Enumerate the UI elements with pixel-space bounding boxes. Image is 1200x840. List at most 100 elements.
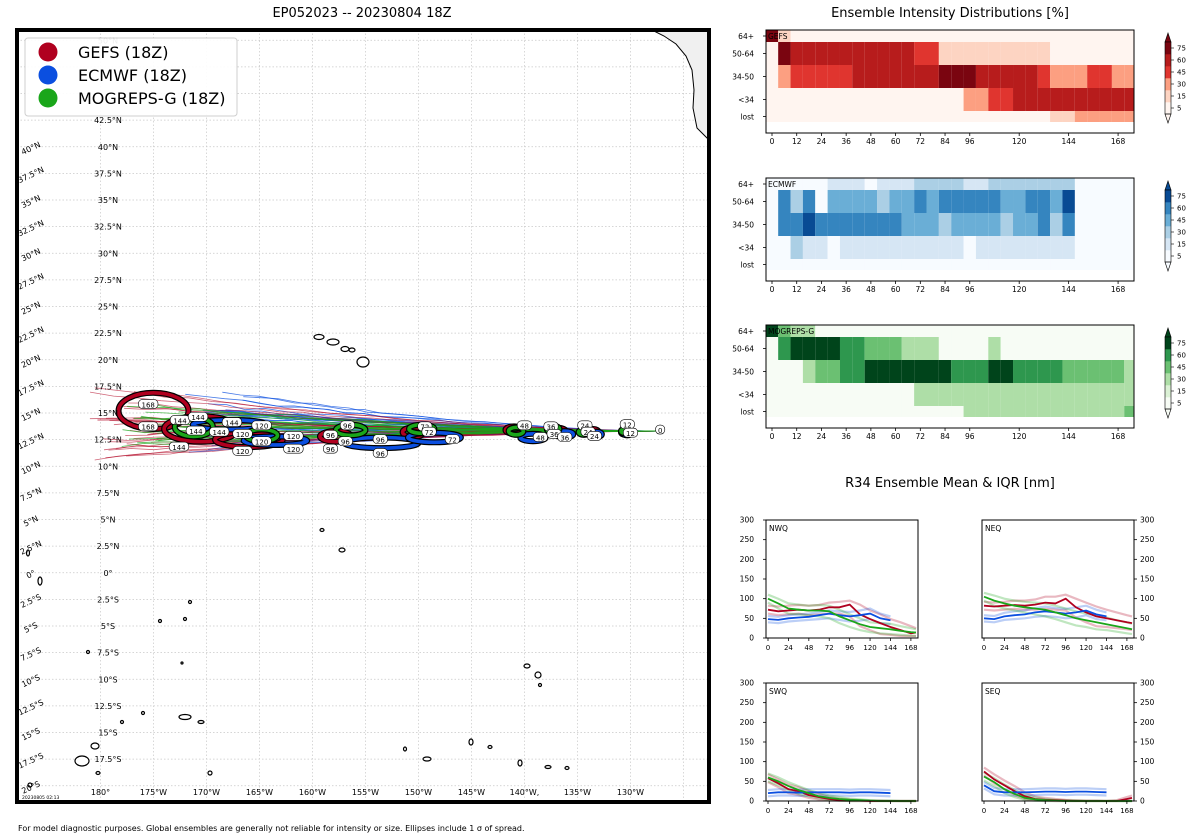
heat-cell	[877, 88, 890, 111]
heat-cell	[1099, 42, 1112, 65]
heat-cell	[1025, 178, 1038, 190]
heat-cell	[975, 42, 989, 65]
lead-label-box	[586, 431, 602, 441]
heat-cell	[827, 360, 840, 383]
island	[90, 742, 100, 750]
heat-cell	[901, 406, 915, 417]
heat-cell	[889, 383, 902, 406]
heat-cell	[889, 88, 902, 111]
heat-cell	[802, 190, 816, 213]
island	[544, 764, 552, 770]
heat-cell	[815, 406, 828, 417]
heat-cell	[951, 190, 964, 213]
r34-y-label: 250	[740, 535, 755, 544]
r34-y-label: 200	[740, 718, 755, 727]
heat-cell	[963, 360, 976, 383]
lead-label: 144	[191, 414, 205, 422]
colorbar-label: 45	[1177, 69, 1186, 77]
heat-cell	[1013, 88, 1026, 111]
heat-cell	[1025, 383, 1038, 406]
heat-cell	[926, 190, 939, 213]
heat-cell	[1037, 178, 1051, 190]
r34-x-label: 24	[1000, 644, 1009, 652]
heat-x-label: 72	[916, 285, 926, 294]
heat-x-label: 60	[891, 137, 901, 146]
heat-row-label: <34	[738, 244, 754, 253]
r34-y-label: 200	[1140, 555, 1155, 564]
lead-label: 36	[547, 424, 556, 432]
colorbar-segment	[1165, 214, 1171, 227]
lat-label-inner: 22.5°N	[94, 329, 122, 338]
heat-cell	[926, 325, 939, 337]
heat-cell	[802, 65, 816, 88]
heat-cell	[852, 178, 865, 190]
heat-cell	[889, 30, 902, 42]
lat-label-inner: 32.5°N	[94, 223, 122, 232]
heat-cell	[1050, 360, 1063, 383]
lead-label: 120	[236, 431, 249, 439]
heat-cell	[827, 111, 840, 122]
heat-cell	[1124, 360, 1134, 383]
heat-cell	[1111, 42, 1125, 65]
heatmap-frame	[765, 29, 1135, 134]
heat-x-label: 72	[916, 137, 926, 146]
heat-cell	[877, 259, 890, 270]
heat-cell	[938, 236, 952, 259]
heat-cell	[889, 259, 902, 270]
heat-cell	[1087, 325, 1100, 337]
lat-label-inner: 5°N	[100, 516, 115, 525]
island	[319, 527, 325, 533]
lead-label: 48	[536, 434, 545, 442]
heat-cell	[926, 236, 939, 259]
heat-cell	[790, 88, 803, 111]
heat-cell	[766, 325, 779, 337]
heatmap-panel-name: GEFS	[768, 32, 788, 41]
heat-cell	[1099, 65, 1112, 88]
r34-panel-SWQ: SWQ 0 50 100 150 200 250 300 0 24 48 72 96 120 144 168	[740, 679, 919, 815]
heat-cell	[766, 213, 779, 236]
island	[422, 756, 432, 762]
island	[348, 347, 356, 353]
heat-cell	[839, 65, 853, 88]
heat-cell	[802, 383, 816, 406]
heat-cell	[877, 337, 890, 360]
island	[340, 345, 350, 353]
r34-iqr-high-GEFS	[983, 593, 1133, 618]
heat-cell	[864, 213, 878, 236]
r34-x-label: 144	[1100, 644, 1114, 652]
colorbar-segment	[1165, 337, 1171, 350]
heat-cell	[901, 88, 915, 111]
heat-cell	[988, 213, 1001, 236]
island	[356, 356, 370, 368]
north-america-coast	[651, 30, 709, 141]
heat-cell	[839, 42, 853, 65]
r34-iqr-low-ECMWF	[983, 787, 1107, 797]
island	[74, 755, 90, 767]
heat-cell	[914, 30, 927, 42]
heat-cell	[1000, 337, 1014, 360]
heat-cell	[1099, 111, 1112, 122]
heat-cell	[975, 111, 989, 122]
heat-cell	[1013, 236, 1026, 259]
heat-cell	[827, 88, 840, 111]
lat-label-inner: 2.5°N	[97, 542, 120, 551]
heat-cell	[778, 360, 791, 383]
heat-x-label: 12	[792, 137, 802, 146]
heat-cell	[815, 236, 828, 259]
heat-cell	[1037, 337, 1051, 360]
lead-label-box	[516, 420, 532, 431]
heat-cell	[988, 190, 1001, 213]
heat-cell	[839, 259, 853, 270]
heat-cell	[1000, 406, 1014, 417]
lead-label-box	[421, 426, 437, 437]
r34-background	[982, 683, 1134, 801]
heat-cell	[1025, 42, 1038, 65]
heat-cell	[1000, 42, 1014, 65]
lead-label: 24	[580, 423, 589, 431]
heat-cell	[901, 259, 915, 270]
lead-label-box	[622, 427, 638, 438]
heat-cell	[864, 337, 878, 360]
lead-label-box	[168, 441, 190, 452]
r34-x-label: 120	[863, 644, 876, 652]
